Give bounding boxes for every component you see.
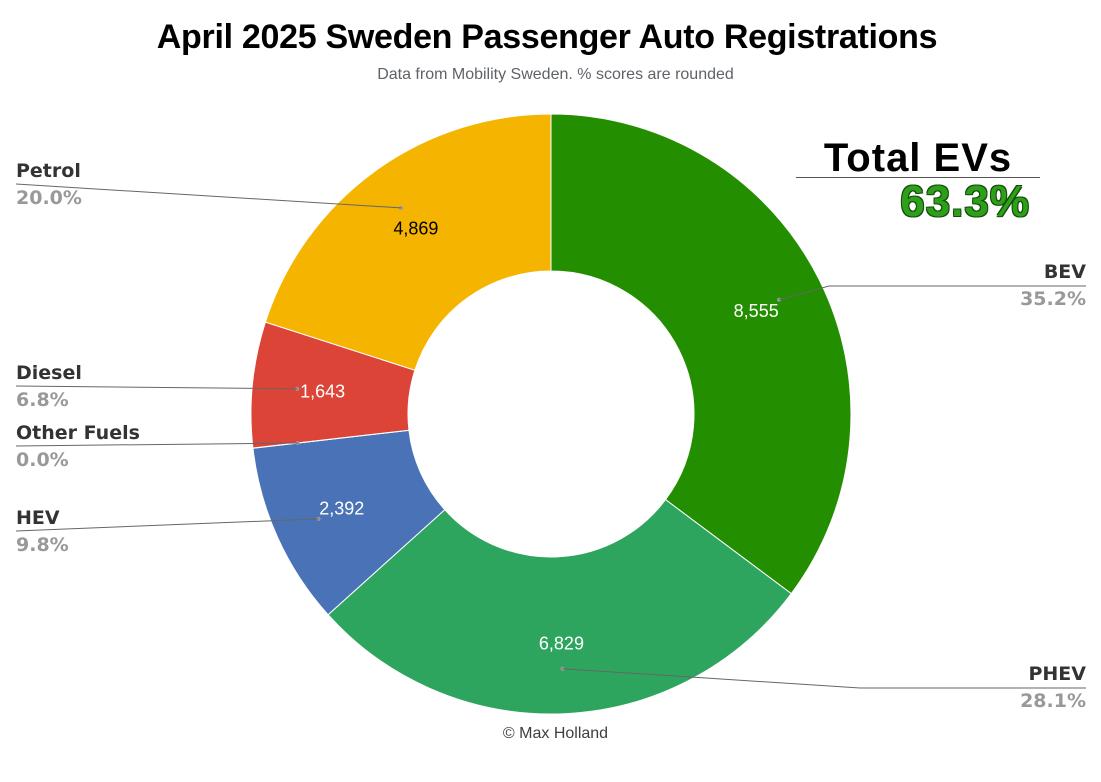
category-percent-hev: 9.8% — [16, 534, 69, 556]
leader-line-hev — [15, 518, 319, 532]
slice-value-phev: 6,829 — [539, 633, 584, 653]
category-percent-diesel: 6.8% — [16, 389, 69, 411]
slice-phev — [327, 498, 792, 715]
category-percent-bev: 35.2% — [1020, 288, 1086, 310]
category-label-diesel: Diesel — [16, 362, 82, 384]
slice-value-petrol: 4,869 — [393, 219, 438, 239]
leader-line-other-fuels — [15, 442, 298, 447]
slice-value-bev: 8,555 — [734, 301, 779, 321]
category-labels: BEV 35.2% PHEV 28.1% HEV 9.8% Other Fuels 0.0% D… — [16, 160, 1086, 712]
category-label-hev: HEV — [16, 507, 60, 529]
slice-value-labels: 8,555 6,829 2,392 1,643 4,869 — [300, 219, 779, 654]
total-evs-label: Total EVs — [823, 136, 1013, 180]
copyright-credit: © Max Holland — [502, 725, 609, 742]
total-evs-value: 63.3% — [900, 177, 1030, 226]
chart-title: April 2025 Sweden Passenger Auto Registr… — [156, 18, 938, 56]
category-label-phev: PHEV — [1028, 663, 1086, 685]
category-percent-phev: 28.1% — [1020, 690, 1086, 712]
category-percent-other-fuels: 0.0% — [16, 449, 69, 471]
leader-lines — [15, 183, 1086, 689]
slice-bev — [550, 113, 852, 595]
slice-petrol — [264, 113, 552, 371]
slice-value-hev: 2,392 — [319, 498, 364, 518]
category-label-other-fuels: Other Fuels — [16, 422, 140, 444]
leader-line-phev — [562, 668, 1086, 689]
chart-subtitle: Data from Mobility Sweden. % scores are … — [377, 66, 734, 83]
donut-slices — [250, 113, 852, 715]
leader-line-petrol — [15, 183, 401, 209]
category-label-petrol: Petrol — [16, 160, 81, 182]
total-evs-divider — [796, 177, 1040, 178]
leader-line-diesel — [15, 385, 298, 390]
category-label-bev: BEV — [1044, 261, 1086, 283]
leader-line-bev — [778, 285, 1086, 301]
category-percent-petrol: 20.0% — [16, 187, 82, 209]
slice-value-diesel: 1,643 — [300, 381, 345, 401]
